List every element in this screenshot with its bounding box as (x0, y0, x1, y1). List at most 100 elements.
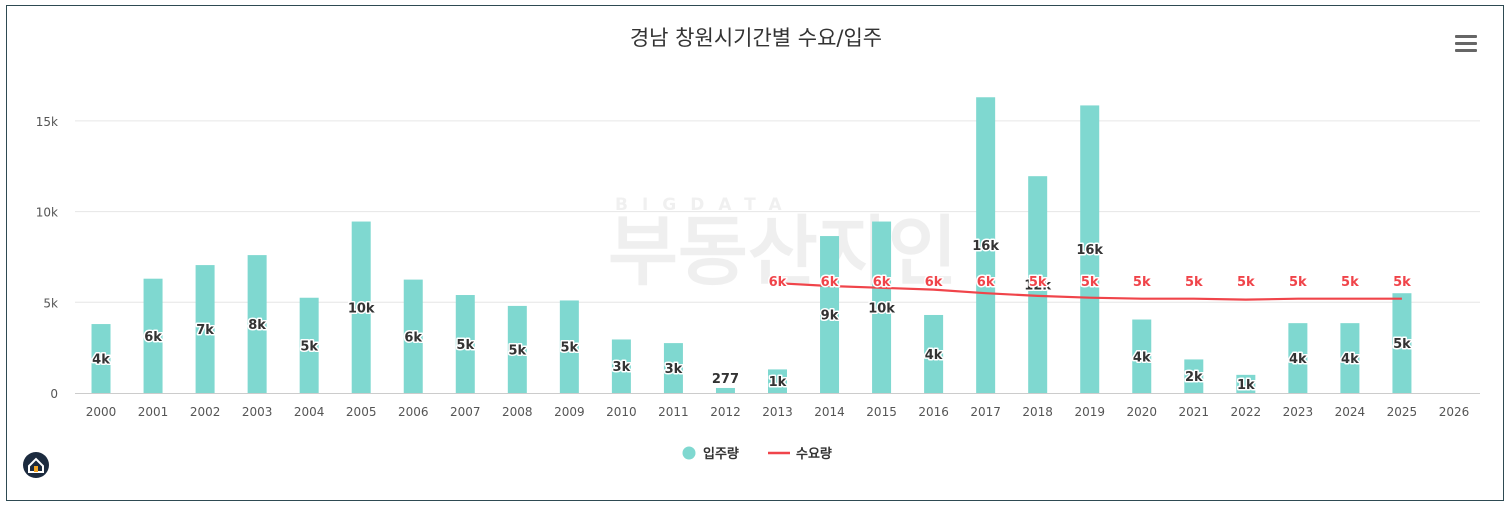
bar[interactable] (1340, 323, 1360, 393)
bar-data-label: 4k (925, 348, 943, 363)
bar-data-label: 10k (348, 301, 375, 316)
bar-data-label: 16k (1076, 243, 1103, 258)
line-data-label: 6k (977, 275, 995, 290)
chart-title: 경남 창원시기간별 수요/입주 (629, 26, 883, 50)
bar-data-label: 6k (144, 330, 162, 345)
bar-data-label: 12k (1024, 279, 1051, 294)
bar-data-label: 4k (1341, 352, 1359, 367)
bar-data-label: 5k (1393, 337, 1411, 352)
bar[interactable] (1392, 293, 1412, 393)
watermark-small-text: BIGDATA (615, 195, 796, 215)
bar[interactable] (1132, 319, 1152, 393)
x-tick-label: 2008 (502, 405, 533, 419)
bar-data-label: 277 (712, 372, 739, 387)
bar[interactable] (976, 97, 996, 394)
x-tick-label: 2006 (398, 405, 429, 419)
x-tick-label: 2026 (1439, 405, 1470, 419)
axis-layer: 0 5k 10k 15k 2000 2001 2002 2003 2004 2005 2006 200… (36, 115, 1480, 419)
bar[interactable] (559, 300, 579, 393)
bar[interactable] (91, 324, 111, 393)
legend-bar-label: 입주량 (703, 447, 739, 462)
y-tick-label: 5k (43, 296, 58, 310)
bar-data-label: 4k (1133, 350, 1151, 365)
line-data-label: 5k (1185, 275, 1203, 290)
x-tick-label: 2022 (1231, 405, 1262, 419)
x-tick-label: 2019 (1074, 405, 1105, 419)
watermark-main-text: 부동산지인 (608, 207, 958, 296)
y-tick-label: 0 (50, 387, 58, 401)
bar[interactable] (1080, 105, 1100, 394)
bar[interactable] (872, 221, 892, 393)
bar[interactable] (143, 278, 163, 393)
y-tick-label: 15k (36, 115, 58, 129)
bar[interactable] (1028, 176, 1048, 393)
line-data-label: 5k (1029, 275, 1047, 290)
x-tick-label: 2002 (190, 405, 221, 419)
line-data-label: 5k (1081, 275, 1099, 290)
bar-data-label: 4k (92, 353, 110, 368)
legend-item-line[interactable]: 수요량 (768, 447, 832, 462)
bar-data-label: 5k (561, 341, 579, 356)
bar[interactable] (768, 369, 787, 393)
bar[interactable] (351, 221, 371, 393)
bar-layer (91, 97, 1412, 394)
x-tick-label: 2013 (762, 405, 793, 419)
x-tick-label: 2020 (1126, 405, 1157, 419)
bar-data-label: 3k (613, 360, 631, 375)
bar-data-label: 1k (769, 375, 787, 390)
bar-data-label: 1k (1237, 378, 1255, 393)
x-tick-label: 2010 (606, 405, 637, 419)
x-tick-label: 2015 (866, 405, 897, 419)
x-tick-label: 2004 (294, 405, 325, 419)
bar-data-label: 8k (248, 318, 266, 333)
x-tick-label: 2021 (1179, 405, 1210, 419)
bar-data-label: 16k (972, 239, 999, 254)
bar[interactable] (1236, 374, 1256, 393)
bar[interactable] (715, 387, 735, 393)
x-tick-label: 2011 (658, 405, 689, 419)
x-tick-label: 2014 (814, 405, 845, 419)
line-data-label: 6k (925, 275, 943, 290)
x-tick-label: 2001 (138, 405, 169, 419)
bar[interactable] (663, 343, 683, 393)
x-tick-label: 2005 (346, 405, 377, 419)
legend-line-label: 수요량 (796, 447, 832, 462)
bar[interactable] (507, 305, 527, 393)
bar[interactable] (299, 297, 319, 393)
x-tick-label: 2009 (554, 405, 585, 419)
hamburger-menu-icon[interactable] (1455, 35, 1477, 53)
bar[interactable] (403, 279, 423, 393)
x-tick-label: 2025 (1387, 405, 1418, 419)
line-data-label: 6k (821, 275, 839, 290)
x-tick-label: 2024 (1335, 405, 1366, 419)
bar[interactable] (924, 314, 944, 393)
watermark: BIGDATA 부동산지인 (608, 195, 958, 296)
x-tick-label: 2016 (918, 405, 949, 419)
bar[interactable] (247, 255, 267, 393)
line-data-label: 5k (1393, 275, 1411, 290)
bar[interactable] (455, 295, 475, 393)
legend: 입주량 수요량 (682, 446, 832, 463)
bar-data-label: 3k (665, 362, 683, 377)
legend-bar-marker (682, 446, 696, 460)
x-tick-label: 2003 (242, 405, 273, 419)
line-data-label: 5k (1237, 275, 1255, 290)
bar-data-label: 2k (1185, 370, 1203, 385)
bar-data-label: 5k (456, 338, 474, 353)
line-data-label: 5k (1133, 275, 1151, 290)
chart-frame (6, 5, 1504, 501)
demand-line[interactable] (777, 282, 1402, 301)
bar-data-label: 5k (300, 339, 318, 354)
x-tick-label: 2023 (1283, 405, 1314, 419)
bar[interactable] (820, 236, 840, 393)
line-data-label: 6k (873, 275, 891, 290)
home-logo-icon[interactable] (22, 451, 50, 479)
bar[interactable] (611, 339, 631, 393)
bar[interactable] (195, 265, 215, 393)
bar[interactable] (1288, 323, 1308, 393)
bar-data-label: 4k (1289, 352, 1307, 367)
bar[interactable] (1184, 359, 1204, 393)
x-tick-label: 2018 (1022, 405, 1053, 419)
bar-data-label: 9k (821, 309, 839, 324)
legend-item-bar[interactable]: 입주량 (682, 446, 739, 463)
